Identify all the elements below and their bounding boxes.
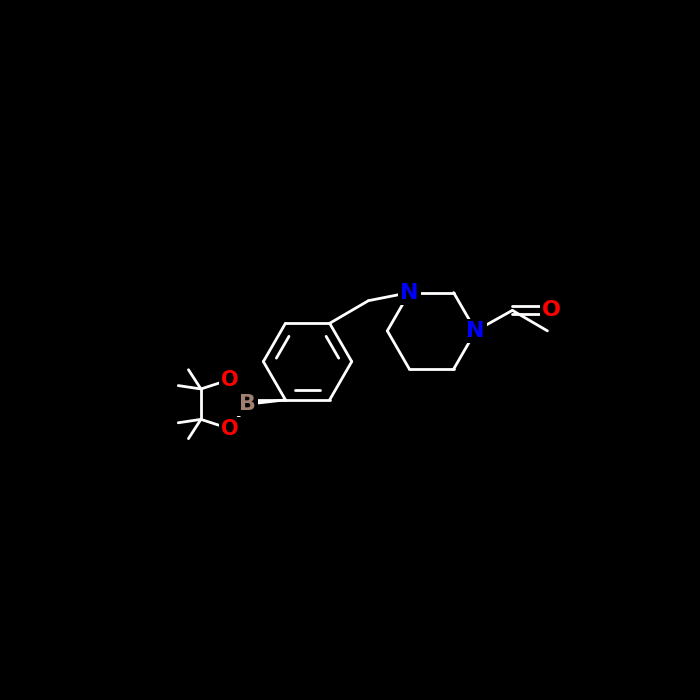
Text: N: N bbox=[400, 283, 419, 302]
Text: O: O bbox=[542, 300, 561, 321]
Text: N: N bbox=[466, 321, 485, 341]
Text: O: O bbox=[221, 370, 239, 390]
Text: B: B bbox=[239, 394, 256, 414]
Text: O: O bbox=[221, 419, 239, 439]
